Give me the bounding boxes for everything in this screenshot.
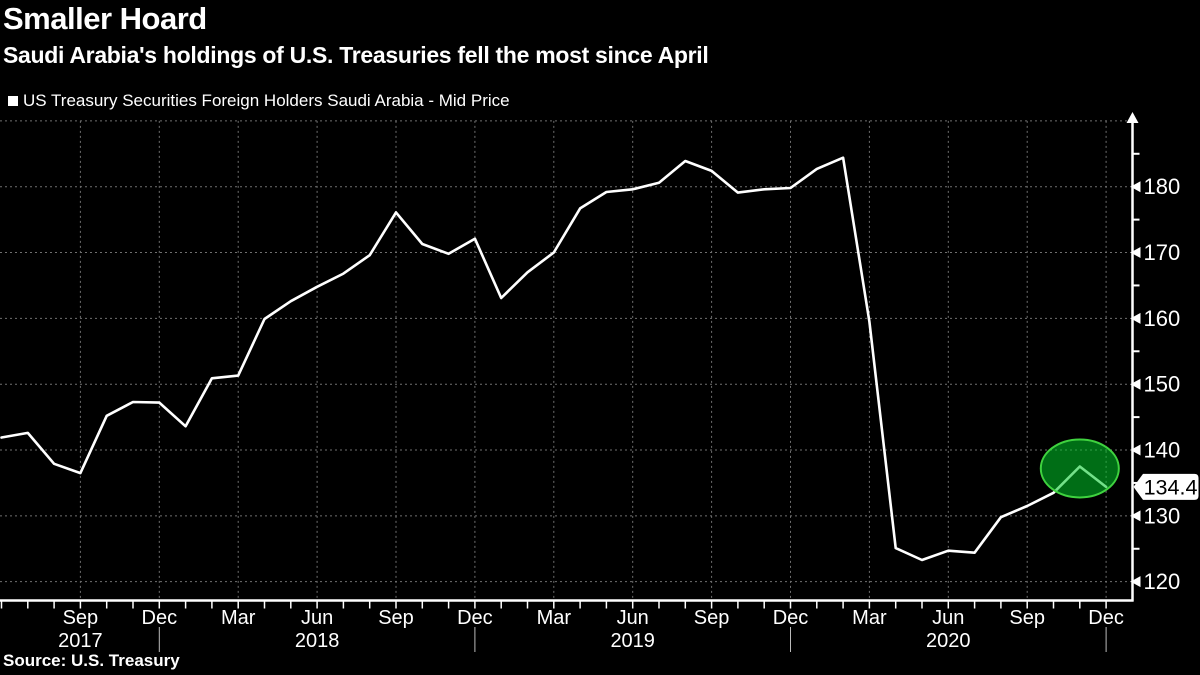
y-axis-label: 150 <box>1144 372 1181 397</box>
x-axis-year-label: 2019 <box>610 630 655 652</box>
y-axis-label: 120 <box>1144 569 1181 594</box>
y-axis-label: 170 <box>1144 240 1181 265</box>
x-axis-label: Jun <box>932 607 964 629</box>
legend-square-marker-icon <box>8 96 18 106</box>
horizontal-gridlines <box>0 120 1133 583</box>
value-badge-label: 134.4 <box>1144 475 1198 499</box>
y-axis-label: 140 <box>1144 438 1181 463</box>
x-axis-label: Sep <box>1009 607 1045 629</box>
x-axis-year-label: 2018 <box>295 630 340 652</box>
data-line <box>0 156 1108 562</box>
y-axis-major-tick <box>1130 181 1141 193</box>
y-axis-major-tick <box>1130 247 1141 259</box>
source-caption: Source: U.S. Treasury <box>3 651 180 670</box>
y-axis-major-tick <box>1130 444 1141 456</box>
y-axis-label: 130 <box>1144 503 1181 528</box>
x-axis-year-label: 2020 <box>926 630 971 652</box>
y-axis-top-arrow-icon <box>1126 112 1139 123</box>
value-badge: 134.4 <box>1133 473 1199 500</box>
y-axis-major-tick <box>1130 312 1141 324</box>
x-axis-label: Jun <box>301 607 333 629</box>
x-axis-year-label: 2017 <box>58 630 103 652</box>
x-axis-label: Dec <box>1088 607 1124 629</box>
x-axis-label: Mar <box>852 607 887 629</box>
chart-subtitle: Saudi Arabia's holdings of U.S. Treasuri… <box>3 42 709 68</box>
x-axis-label: Sep <box>694 607 730 629</box>
x-axis-label: Dec <box>457 607 493 629</box>
y-axis-major-tick <box>1130 378 1141 390</box>
y-axis: 120 130 140 150 160 170 180 <box>1126 112 1181 602</box>
x-axis-label: Mar <box>221 607 256 629</box>
y-axis-major-tick <box>1130 576 1141 588</box>
y-axis-label: 180 <box>1144 174 1181 199</box>
highlight-ellipse <box>1039 438 1120 499</box>
x-axis-label: Jun <box>617 607 649 629</box>
legend-label: US Treasury Securities Foreign Holders S… <box>23 91 510 110</box>
x-axis-label: Dec <box>142 607 178 629</box>
y-axis-label: 160 <box>1144 306 1181 331</box>
x-axis-label: Sep <box>63 607 99 629</box>
vertical-gridlines <box>79 120 1107 601</box>
chart-title: Smaller Hoard <box>3 1 207 36</box>
legend: US Treasury Securities Foreign Holders S… <box>8 91 510 111</box>
y-axis-major-tick <box>1130 510 1141 522</box>
x-axis-label: Dec <box>773 607 809 629</box>
x-axis: Sep Dec Mar Jun Sep Dec Mar Jun Sep Dec Mar Jun Sep D… <box>0 599 1134 652</box>
x-axis-label: Sep <box>378 607 414 629</box>
x-axis-label: Mar <box>537 607 572 629</box>
